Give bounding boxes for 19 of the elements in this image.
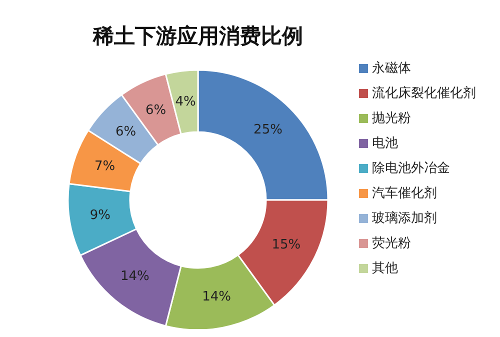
data-label: 25% — [254, 122, 282, 138]
data-label: 7% — [94, 158, 116, 174]
chart-title: 稀土下游应用消费比例 — [92, 23, 304, 50]
legend-label: 永磁体 — [372, 61, 411, 76]
data-label: 14% — [120, 268, 150, 284]
data-label: 4% — [175, 94, 196, 110]
legend-label: 玻璃添加剂 — [372, 211, 437, 226]
legend-label: 抛光粉 — [372, 111, 411, 126]
data-label: 6% — [116, 124, 136, 140]
legend-label: 荧光粉 — [372, 236, 411, 251]
data-label: 15% — [272, 237, 301, 252]
data-label: 6% — [146, 102, 166, 118]
legend-label: 汽车催化剂 — [372, 186, 437, 201]
data-label: 14% — [202, 290, 232, 305]
legend-label: 其他 — [372, 261, 398, 276]
data-label: 9% — [90, 208, 111, 223]
legend-label: 除电池外冶金 — [372, 161, 450, 176]
legend-label: 流化床裂化催化剂 — [372, 86, 476, 101]
legend-label: 电池 — [372, 136, 398, 151]
